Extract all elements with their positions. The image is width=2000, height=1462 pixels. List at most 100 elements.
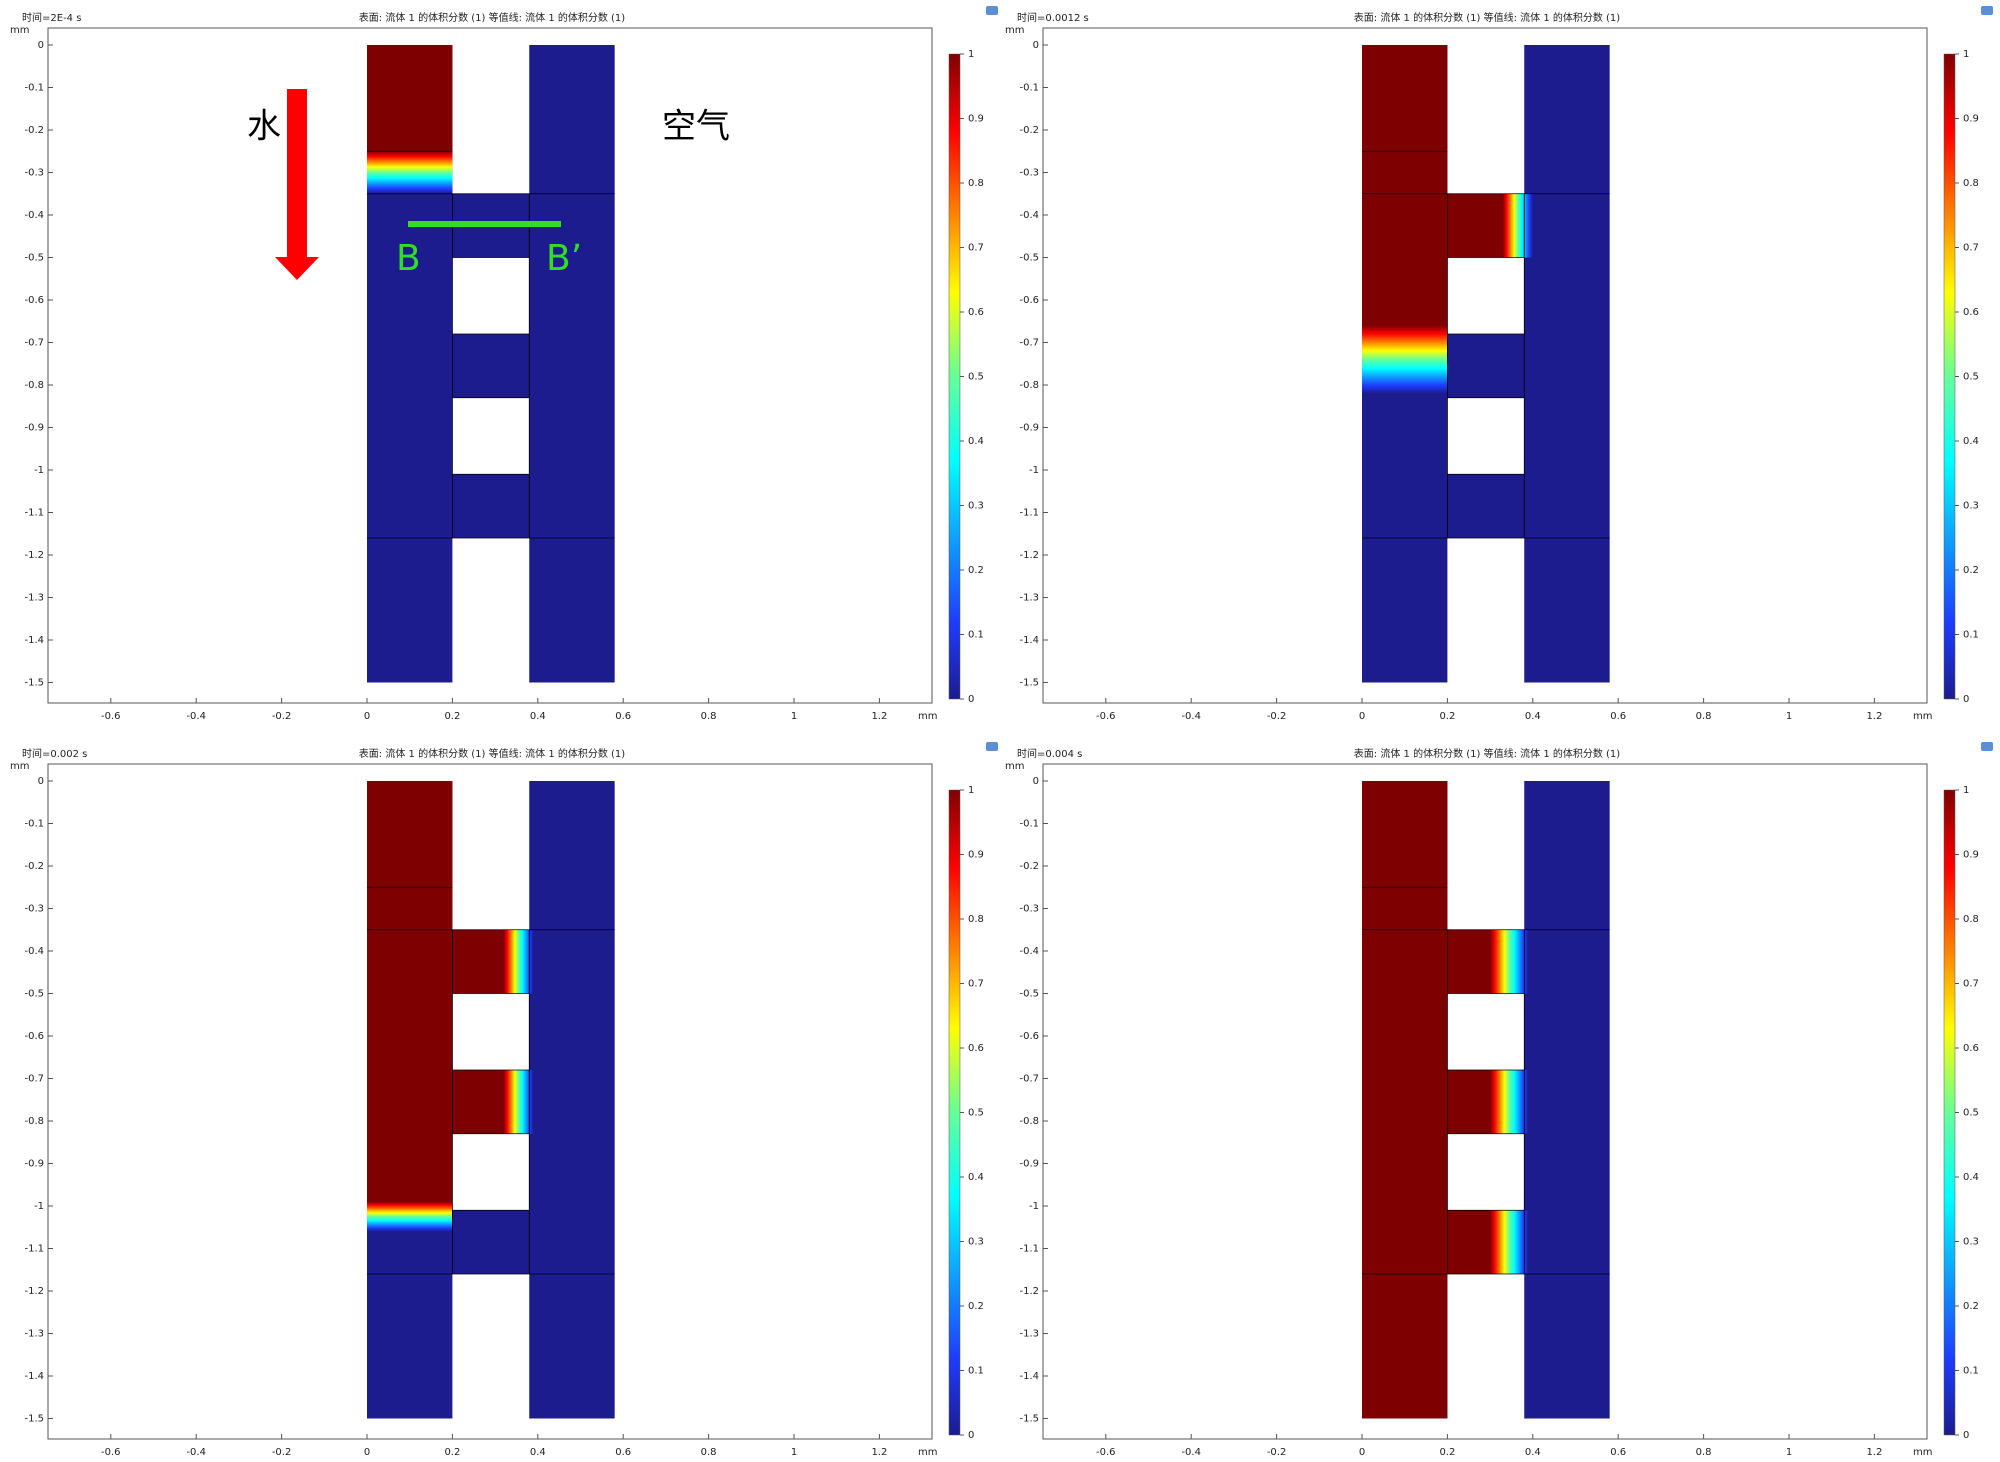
x-tick-label: -0.4 <box>186 1447 206 1458</box>
colorbar-label: 0 <box>1963 1430 1969 1441</box>
x-tick-label: 0 <box>1359 1447 1365 1458</box>
colorbar-label: 0.5 <box>1963 1108 1979 1119</box>
colorbar <box>1943 53 1956 700</box>
y-tick-label: -1.1 <box>24 508 44 519</box>
colorbar-label: 0.9 <box>1963 114 1979 125</box>
channel <box>1524 45 1610 683</box>
channel <box>1524 781 1610 1419</box>
x-tick-label: -0.4 <box>1181 1447 1201 1458</box>
y-tick-label: -0.8 <box>24 380 44 391</box>
y-tick-label: -0.8 <box>24 1116 44 1127</box>
x-unit: mm <box>1913 1447 1932 1458</box>
y-tick-label: -0.3 <box>1019 168 1039 179</box>
y-tick-label: 0 <box>1033 776 1039 787</box>
air-label: 空气 <box>662 107 730 147</box>
x-tick-label: 0.4 <box>530 711 546 722</box>
x-tick-label: 0.6 <box>615 1447 631 1458</box>
x-tick-label: 0.6 <box>615 711 631 722</box>
y-tick-label: -1.5 <box>1019 678 1039 689</box>
colorbar-label: 0.7 <box>968 243 984 254</box>
colorbar-label: 0.4 <box>968 1172 984 1183</box>
colorbar-label: 0 <box>968 694 974 705</box>
x-tick-label: 1 <box>1786 1447 1792 1458</box>
export-icon <box>1981 742 1993 751</box>
y-tick-label: -0.8 <box>1019 380 1039 391</box>
y-unit: mm <box>10 761 29 772</box>
y-tick-label: -0.4 <box>1019 946 1039 957</box>
colorbar-label: 1 <box>968 785 974 796</box>
export-icon <box>986 742 998 751</box>
colorbar-label: 0.8 <box>968 914 984 925</box>
plot-frame <box>47 27 933 704</box>
caption: 表面: 流体 1 的体积分数 (1) 等值线: 流体 1 的体积分数 (1) <box>1354 747 1620 760</box>
y-tick-label: -0.2 <box>24 861 44 872</box>
water-region <box>367 45 453 152</box>
export-icon <box>1981 6 1993 15</box>
y-tick-label: -1.3 <box>1019 1329 1039 1340</box>
colorbar-label: 0.4 <box>968 436 984 447</box>
water-region <box>1447 929 1491 994</box>
channel <box>529 45 615 683</box>
interface <box>1490 929 1529 994</box>
panel: 时间=0.004 s 表面: 流体 1 的体积分数 (1) 等值线: 流体 1 的… <box>1005 742 1993 1458</box>
x-tick-label: 0.4 <box>1525 1447 1541 1458</box>
y-tick-label: -0.3 <box>24 168 44 179</box>
y-tick-label: -0.2 <box>1019 861 1039 872</box>
x-tick-label: -0.4 <box>186 711 206 722</box>
caption: 表面: 流体 1 的体积分数 (1) 等值线: 流体 1 的体积分数 (1) <box>359 11 625 24</box>
x-tick-label: -0.2 <box>272 1447 292 1458</box>
colorbar <box>948 53 961 700</box>
colorbar-label: 0.1 <box>968 630 984 641</box>
colorbar-label: 0.9 <box>968 850 984 861</box>
interface <box>1502 193 1533 258</box>
x-tick-label: 0 <box>364 711 370 722</box>
x-tick-label: -0.4 <box>1181 711 1201 722</box>
y-tick-label: -1.5 <box>24 1414 44 1425</box>
y-tick-label: -1 <box>34 465 44 476</box>
y-tick-label: -0.7 <box>24 1074 44 1085</box>
y-tick-label: -0.3 <box>24 904 44 915</box>
y-tick-label: -0.1 <box>24 819 44 830</box>
y-tick-label: -0.6 <box>24 1031 44 1042</box>
panel: 时间=2E-4 s 表面: 流体 1 的体积分数 (1) 等值线: 流体 1 的体… <box>10 6 998 722</box>
colorbar-label: 1 <box>1963 49 1969 60</box>
y-tick-label: -1.3 <box>1019 593 1039 604</box>
y-tick-label: -0.2 <box>1019 125 1039 136</box>
colorbar-label: 0.5 <box>968 1108 984 1119</box>
x-tick-label: 0.2 <box>1439 1447 1455 1458</box>
colorbar-label: 0.9 <box>1963 850 1979 861</box>
x-tick-label: 1.2 <box>871 1447 887 1458</box>
x-tick-label: -0.6 <box>1096 1447 1116 1458</box>
colorbar-label: 0.3 <box>968 501 984 512</box>
colorbar <box>1943 789 1956 1436</box>
colorbar-label: 0.9 <box>968 114 984 125</box>
y-tick-label: -1.2 <box>1019 550 1039 561</box>
time-label: 时间=2E-4 s <box>22 11 81 24</box>
panel: 时间=0.002 s 表面: 流体 1 的体积分数 (1) 等值线: 流体 1 的… <box>10 742 998 1458</box>
colorbar-label: 0.1 <box>968 1366 984 1377</box>
colorbar-label: 0.7 <box>968 979 984 990</box>
x-tick-label: 0.8 <box>701 711 717 722</box>
colorbar-label: 1 <box>968 49 974 60</box>
y-unit: mm <box>1005 761 1024 772</box>
x-tick-label: 0.4 <box>530 1447 546 1458</box>
y-tick-label: -0.9 <box>24 423 44 434</box>
colorbar <box>948 789 961 1436</box>
time-label: 时间=0.0012 s <box>1017 11 1089 24</box>
colorbar-label: 0.7 <box>1963 243 1979 254</box>
x-tick-label: 0.2 <box>444 1447 460 1458</box>
water-region <box>452 929 504 994</box>
y-tick-label: -0.7 <box>1019 338 1039 349</box>
y-unit: mm <box>1005 25 1024 36</box>
x-tick-label: 0.6 <box>1610 1447 1626 1458</box>
colorbar-label: 0.6 <box>1963 307 1979 318</box>
y-tick-label: -0.7 <box>1019 1074 1039 1085</box>
y-tick-label: -1 <box>34 1201 44 1212</box>
y-tick-label: -1.4 <box>1019 635 1039 646</box>
colorbar-label: 0.2 <box>1963 1301 1979 1312</box>
x-tick-label: 1 <box>1786 711 1792 722</box>
y-tick-label: -1.4 <box>1019 1371 1039 1382</box>
water-label: 水 <box>247 107 281 147</box>
y-tick-label: -0.1 <box>1019 819 1039 830</box>
y-tick-label: -1.2 <box>24 1286 44 1297</box>
